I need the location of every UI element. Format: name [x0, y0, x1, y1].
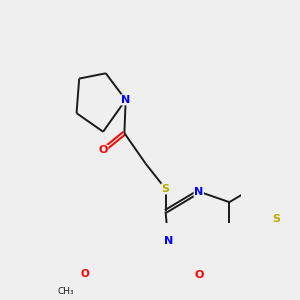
Text: N: N — [194, 187, 203, 196]
Text: O: O — [98, 145, 108, 155]
Text: S: S — [272, 214, 280, 224]
Text: N: N — [121, 95, 130, 105]
Text: S: S — [162, 184, 170, 194]
Text: O: O — [194, 270, 203, 280]
Text: O: O — [80, 269, 89, 279]
Text: CH₃: CH₃ — [58, 287, 74, 296]
Text: N: N — [164, 236, 173, 246]
